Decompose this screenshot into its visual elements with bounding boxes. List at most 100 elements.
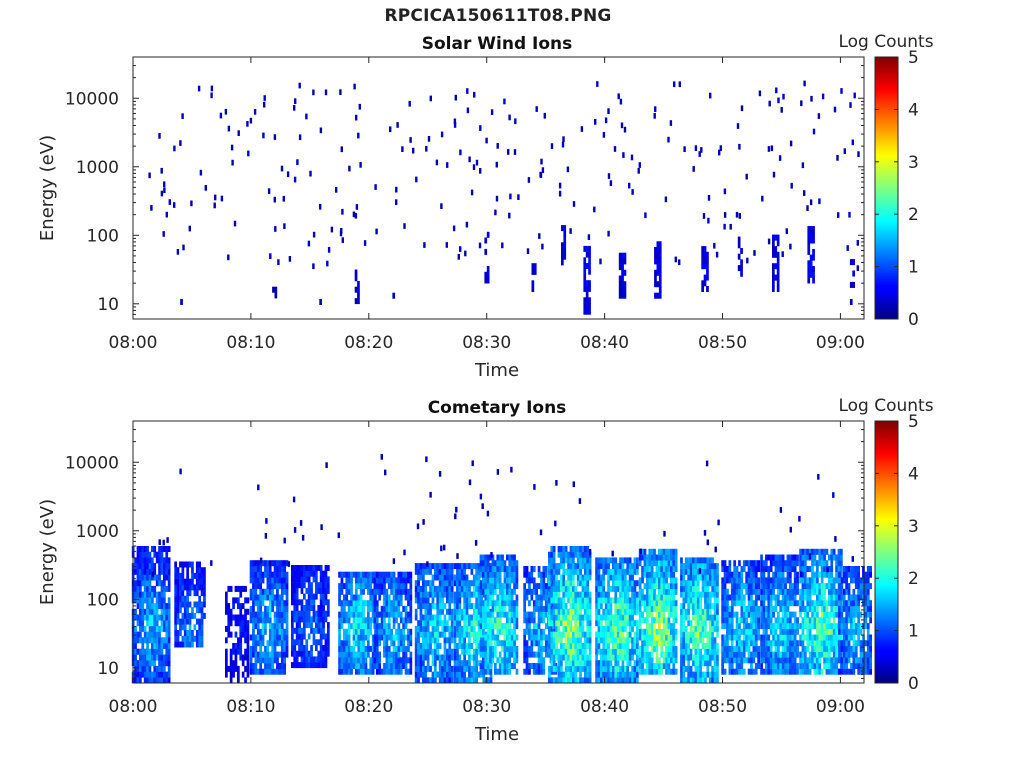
heatmap-cell <box>670 588 673 595</box>
heatmap-cell <box>134 660 137 667</box>
heatmap-cell <box>259 594 262 601</box>
heatmap-cell <box>716 614 719 621</box>
heatmap-cell <box>293 627 297 634</box>
heatmap-cell <box>653 628 656 635</box>
heatmap-cell <box>586 585 590 592</box>
heatmap-cell <box>390 571 393 578</box>
heatmap-cell <box>357 663 361 669</box>
heatmap-cell <box>246 648 250 655</box>
heatmap-cell <box>699 677 702 684</box>
heatmap-cell <box>468 591 471 598</box>
heatmap-cell <box>141 603 145 610</box>
heatmap-cell <box>616 665 620 672</box>
heatmap-cell <box>468 660 471 667</box>
heatmap-cell <box>357 634 361 641</box>
heatmap-cell <box>525 668 529 675</box>
heatmap-cell <box>274 292 278 299</box>
heatmap-cell <box>268 566 272 572</box>
heatmap-cell <box>750 623 753 630</box>
heatmap-cell <box>458 631 462 638</box>
heatmap-cell <box>163 574 166 581</box>
heatmap-cell <box>271 634 274 641</box>
heatmap-cell <box>735 617 739 624</box>
heatmap-cell <box>638 594 642 601</box>
heatmap-cell <box>479 554 483 561</box>
heatmap-cell <box>359 663 363 669</box>
heatmap-cell <box>584 603 587 610</box>
heatmap-cell <box>484 600 488 607</box>
heatmap-cell <box>713 660 717 667</box>
heatmap-cell <box>726 566 729 572</box>
heatmap-cell <box>735 211 739 218</box>
heatmap-cell <box>319 299 322 305</box>
heatmap-cell <box>160 585 164 592</box>
heatmap-cell <box>588 614 592 621</box>
heatmap-cell <box>266 640 270 647</box>
heatmap-cell <box>431 648 435 655</box>
heatmap-cell <box>692 603 695 610</box>
heatmap-cell <box>419 591 423 598</box>
heatmap-cell <box>631 677 634 684</box>
heatmap-cell <box>371 600 375 607</box>
heatmap-cell <box>426 677 430 684</box>
heatmap-cell <box>460 574 464 581</box>
heatmap-cell <box>355 605 358 612</box>
heatmap-cell <box>633 671 637 678</box>
heatmap-cell <box>407 668 410 675</box>
heatmap-cell <box>231 159 234 166</box>
heatmap-cell <box>179 641 182 648</box>
heatmap-cell <box>458 660 462 667</box>
heatmap-cell <box>151 620 154 627</box>
heatmap-cell <box>538 233 541 239</box>
heatmap-cell <box>501 623 504 630</box>
heatmap-cell <box>721 605 724 612</box>
heatmap-cell <box>305 570 309 577</box>
heatmap-cell <box>160 648 164 655</box>
heatmap-cell <box>324 616 328 623</box>
heatmap-cell <box>364 668 368 675</box>
heatmap-cell <box>362 611 365 618</box>
heatmap-cell <box>557 654 561 661</box>
heatmap-cell <box>621 258 624 265</box>
heatmap-cell <box>564 608 568 615</box>
heatmap-cell <box>564 603 568 610</box>
heatmap-cell <box>704 585 707 592</box>
heatmap-cell <box>767 146 771 152</box>
heatmap-cell <box>523 611 526 618</box>
heatmap-cell <box>139 677 142 684</box>
heatmap-cell <box>355 657 358 664</box>
heatmap-cell <box>576 614 580 621</box>
heatmap-cell <box>458 574 462 581</box>
heatmap-cell <box>322 587 325 594</box>
heatmap-cell <box>436 597 440 604</box>
heatmap-cell <box>752 600 756 607</box>
heatmap-cell <box>682 637 686 644</box>
heatmap-cell <box>436 563 440 570</box>
heatmap-cell <box>742 634 746 641</box>
heatmap-cell <box>687 677 690 684</box>
heatmap-cell <box>723 212 727 218</box>
heatmap-cell <box>312 616 316 623</box>
heatmap-cell <box>762 623 766 630</box>
heatmap-cell <box>419 563 423 570</box>
heatmap-cell <box>392 623 396 630</box>
heatmap-cell <box>237 603 240 610</box>
heatmap-cell <box>738 617 741 624</box>
heatmap-cell <box>273 634 277 641</box>
heatmap-cell <box>595 665 598 672</box>
heatmap-cell <box>475 597 478 604</box>
heatmap-cell <box>305 599 309 606</box>
heatmap-cell <box>562 597 566 604</box>
heatmap-cell <box>600 563 603 570</box>
heatmap-cell <box>373 571 377 578</box>
heatmap-cell <box>694 585 698 592</box>
heatmap-cell <box>728 566 732 572</box>
heatmap-cell <box>581 546 585 552</box>
heatmap-cell <box>460 677 464 684</box>
heatmap-cell <box>491 611 495 618</box>
heatmap-cell <box>530 617 534 624</box>
heatmap-cell <box>665 588 668 595</box>
heatmap-cell <box>812 231 815 238</box>
heatmap-cell <box>443 585 447 592</box>
heatmap-cell <box>626 620 630 627</box>
